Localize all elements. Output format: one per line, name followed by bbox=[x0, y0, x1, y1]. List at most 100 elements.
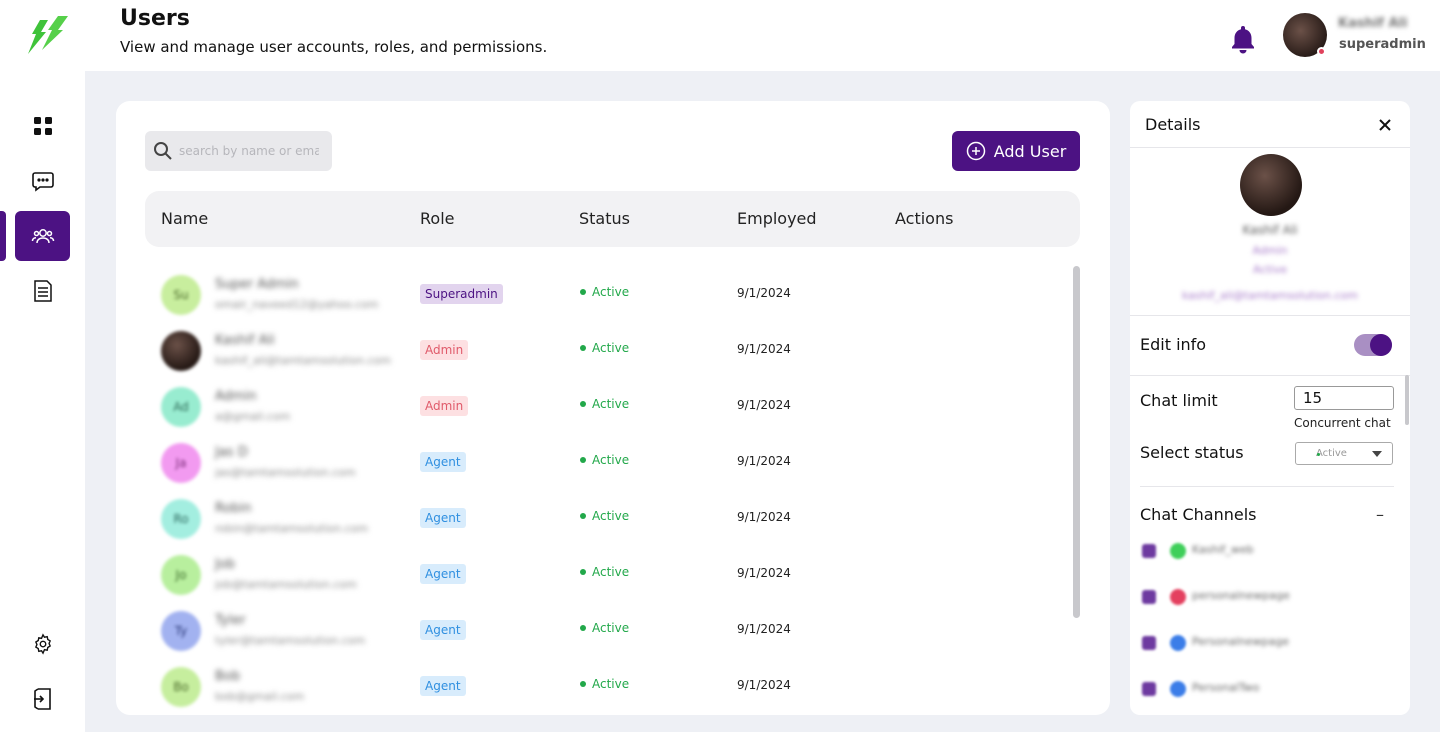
divider bbox=[1130, 315, 1410, 316]
channel-item[interactable]: Personalnewpage bbox=[1142, 633, 1392, 653]
column-header-actions: Actions bbox=[895, 209, 954, 228]
chat-limit-input[interactable] bbox=[1294, 386, 1394, 410]
status-select[interactable]: Active bbox=[1295, 442, 1393, 465]
document-list-icon bbox=[33, 280, 52, 302]
dashboard-grid-icon bbox=[33, 117, 52, 135]
header-user-name: Kashif Ali bbox=[1338, 16, 1408, 31]
column-header-name[interactable]: Name bbox=[161, 209, 209, 228]
settings-gear-icon bbox=[34, 633, 51, 655]
status-text: Active bbox=[592, 621, 630, 635]
status-indicator: Active bbox=[580, 621, 629, 635]
channel-name: Kashif_web bbox=[1192, 543, 1254, 556]
status-text: Active bbox=[592, 677, 630, 691]
table-row[interactable]: Ro Robin robin@tamtamsolution.com Agent Acti… bbox=[145, 490, 1045, 546]
employed-date: 9/1/2024 bbox=[737, 454, 791, 468]
role-badge: Agent bbox=[420, 564, 466, 584]
row-user-email: bob@gmail.com bbox=[215, 690, 305, 703]
status-indicator: Active bbox=[580, 285, 629, 299]
facebook-icon bbox=[1170, 681, 1186, 697]
employed-date: 9/1/2024 bbox=[737, 286, 791, 300]
page-title: Users bbox=[120, 6, 190, 31]
presence-dot bbox=[1317, 47, 1326, 56]
status-dot bbox=[580, 681, 586, 687]
row-user-email: jas@tamtamsolution.com bbox=[215, 466, 356, 479]
role-badge: Admin bbox=[420, 396, 469, 416]
row-user-email: tyler@tamtamsolution.com bbox=[215, 634, 366, 647]
column-header-status[interactable]: Status bbox=[579, 209, 630, 228]
channel-badge bbox=[1142, 544, 1156, 558]
table-row[interactable]: Jo Job job@tamtamsolution.com Agent Active 9/… bbox=[145, 546, 1045, 602]
channel-badge bbox=[1142, 590, 1156, 604]
page-header: Users View and manage user accounts, rol… bbox=[85, 0, 1440, 71]
table-row[interactable]: Su Super Admin omair_naveed12@yahoo.com Sup… bbox=[145, 266, 1045, 322]
employed-date: 9/1/2024 bbox=[737, 566, 791, 580]
sidebar-item-dashboard[interactable] bbox=[15, 101, 70, 151]
row-avatar bbox=[161, 331, 201, 371]
row-user-name: Admin bbox=[215, 389, 257, 404]
active-indicator bbox=[0, 211, 6, 261]
role-badge: Agent bbox=[420, 676, 466, 696]
row-user-name: Job bbox=[215, 557, 236, 572]
row-user-email: job@tamtamsolution.com bbox=[215, 578, 357, 591]
role-badge: Agent bbox=[420, 452, 466, 472]
details-email: kashif_ali@tamtamsolution.com bbox=[1182, 289, 1358, 302]
channel-badge bbox=[1142, 636, 1156, 650]
sidebar-item-reports[interactable] bbox=[15, 266, 70, 316]
brand-logo bbox=[28, 16, 68, 54]
facebook-icon bbox=[1170, 635, 1186, 651]
status-dot bbox=[580, 345, 586, 351]
chat-limit-label: Chat limit bbox=[1140, 391, 1218, 410]
close-icon[interactable] bbox=[1374, 114, 1396, 136]
edit-info-toggle[interactable] bbox=[1354, 334, 1392, 356]
table-row[interactable]: Ja Jas D jas@tamtamsolution.com Agent Active… bbox=[145, 434, 1045, 490]
chat-limit-caption: Concurrent chat bbox=[1294, 416, 1391, 430]
details-scrollbar[interactable] bbox=[1405, 375, 1409, 425]
sidebar-item-users[interactable] bbox=[15, 211, 70, 261]
status-dot bbox=[580, 513, 586, 519]
status-text: Active bbox=[592, 509, 630, 523]
status-dot bbox=[580, 569, 586, 575]
collapse-channels-button[interactable]: – bbox=[1376, 505, 1384, 524]
divider bbox=[1130, 375, 1410, 376]
sidebar-item-chats[interactable] bbox=[15, 156, 70, 206]
row-avatar: Jo bbox=[161, 555, 201, 595]
channel-name: Personalnewpage bbox=[1192, 635, 1289, 648]
table-row[interactable]: Ty Tyler tyler@tamtamsolution.com Agent Acti… bbox=[145, 602, 1045, 658]
status-dot bbox=[1317, 453, 1320, 456]
row-user-email: robin@tamtamsolution.com bbox=[215, 522, 369, 535]
table-row[interactable]: Bo Bob bob@gmail.com Agent Active 9/1/2024 bbox=[145, 658, 1045, 714]
column-header-role[interactable]: Role bbox=[420, 209, 455, 228]
row-user-email: kashif_ali@tamtamsolution.com bbox=[215, 354, 391, 367]
status-text: Active bbox=[592, 341, 630, 355]
status-select-value: Active bbox=[1316, 448, 1347, 459]
channel-item[interactable]: PersonalTwo bbox=[1142, 679, 1392, 699]
add-user-button[interactable]: Add User bbox=[952, 131, 1080, 171]
column-header-employed[interactable]: Employed bbox=[737, 209, 817, 228]
status-dot bbox=[580, 289, 586, 295]
user-avatar[interactable] bbox=[1283, 13, 1327, 57]
search-input[interactable] bbox=[179, 144, 319, 158]
channel-item[interactable]: Kashif_web bbox=[1142, 541, 1392, 561]
status-text: Active bbox=[592, 565, 630, 579]
sidebar-item-logout[interactable] bbox=[15, 674, 70, 724]
table-row[interactable]: Ad Admin a@gmail.com Admin Active 9/1/2024 bbox=[145, 378, 1045, 434]
status-indicator: Active bbox=[580, 677, 629, 691]
instagram-icon bbox=[1170, 589, 1186, 605]
details-role: Admin bbox=[1252, 244, 1288, 257]
add-user-label: Add User bbox=[993, 141, 1067, 161]
notification-bell-icon[interactable] bbox=[1229, 24, 1257, 54]
row-user-email: a@gmail.com bbox=[215, 410, 291, 423]
channel-item[interactable]: personalnewpage bbox=[1142, 587, 1392, 607]
logout-icon bbox=[33, 688, 51, 710]
sidebar bbox=[0, 0, 85, 732]
sidebar-item-settings[interactable] bbox=[15, 619, 70, 669]
row-user-name: Tyler bbox=[215, 613, 246, 628]
table-row[interactable]: Kashif Ali kashif_ali@tamtamsolution.com A… bbox=[145, 322, 1045, 378]
employed-date: 9/1/2024 bbox=[737, 622, 791, 636]
plus-circle-icon bbox=[966, 141, 985, 161]
row-avatar: Su bbox=[161, 275, 201, 315]
row-user-name: Jas D bbox=[215, 445, 248, 460]
search-box[interactable] bbox=[145, 131, 332, 171]
table-scrollbar[interactable] bbox=[1073, 266, 1080, 618]
details-name: Kashif Ali bbox=[1242, 223, 1298, 237]
